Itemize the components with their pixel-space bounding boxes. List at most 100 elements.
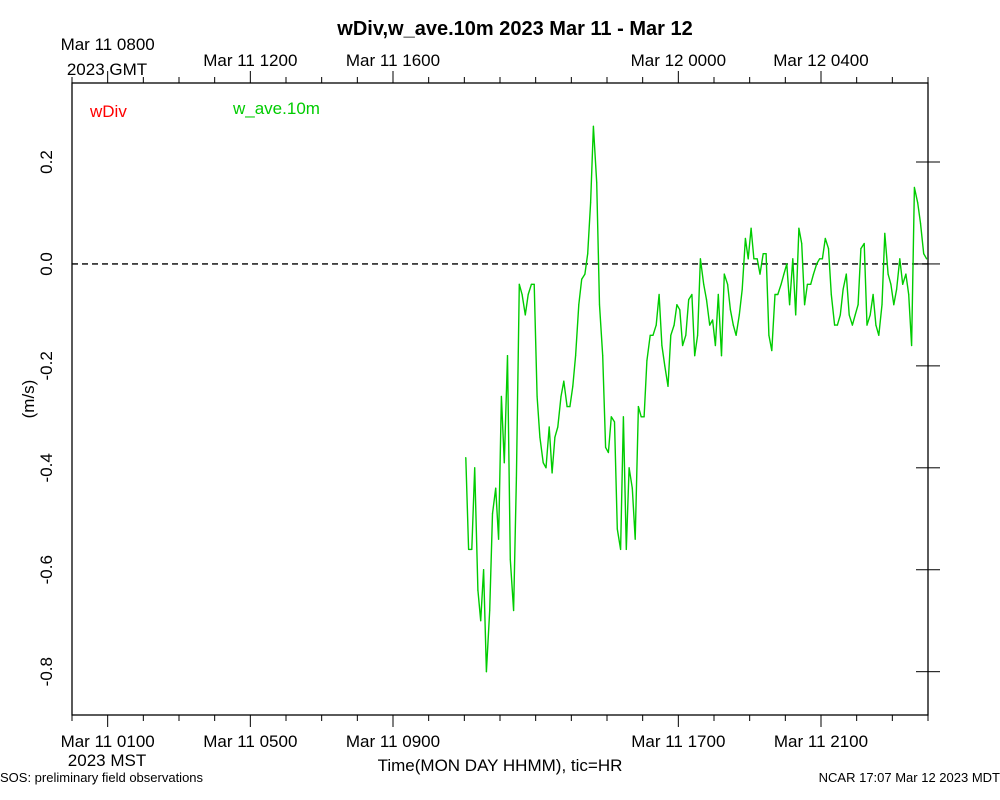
data-point [869,314,871,316]
data-point [735,334,737,336]
data-point [616,528,618,530]
x-tick-label-top: Mar 12 0400 [773,51,868,70]
data-point [587,253,589,255]
data-point [732,324,734,326]
data-point [753,258,755,260]
legend-w-ave-10m: w_ave.10m [232,99,320,118]
data-point [711,319,714,321]
data-point [759,273,761,275]
data-point [812,273,815,275]
data-point [625,548,627,550]
data-point [495,487,497,489]
x-axis-ticks: Mar 11 0100 Mar 11 0500 Mar 11 0900 Mar 11 … [61,35,929,751]
data-point [572,385,574,387]
data-point [652,334,654,336]
data-point [810,283,812,285]
chart-title: wDiv,w_ave.10m 2023 Mar 11 - Mar 12 [336,18,692,40]
data-point [696,334,699,336]
data-point [491,513,494,515]
data-point [628,467,630,469]
data-point [801,242,803,245]
data-point [676,304,678,306]
data-point [795,314,797,316]
data-point [854,314,856,316]
data-point [578,304,580,306]
x-tick-label-top: Mar 11 1200 [203,51,297,70]
data-point [691,293,693,296]
legend-wdiv: wDiv [89,102,127,121]
footer-left-note: SOS: preliminary field observations [0,770,204,785]
data-point [477,589,479,591]
data-point [539,436,541,438]
x-tick-label-bottom: Mar 11 0900 [346,732,440,751]
data-point [468,548,470,550]
data-point [884,232,886,234]
data-point [878,334,880,336]
data-point [887,273,889,275]
data-point [542,462,544,464]
x-axis-label: Time(MON DAY HHMM), tic=HR [378,756,623,775]
data-point [515,477,518,479]
data-point [619,548,622,550]
x-tick-label-top: Mar 12 0000 [631,51,726,70]
data-point [723,273,725,275]
data-point [908,293,910,296]
data-point [803,304,806,306]
x-tick-label-top: Mar 11 0800 [61,35,155,54]
data-point [806,283,809,285]
data-point [792,258,794,260]
data-point [557,426,559,428]
data-point [747,258,749,260]
x-tick-label-bottom: Mar 11 1700 [631,732,725,751]
data-point [631,487,633,489]
data-point [688,299,690,301]
data-point [667,385,669,387]
data-point [729,309,732,311]
data-point [818,258,821,260]
data-point [521,293,523,296]
data-point [634,538,636,540]
data-point [465,457,467,459]
data-point [699,258,702,260]
data-point [768,334,770,336]
data-point [816,263,818,265]
y-tick-label: 0.0 [37,252,56,276]
data-point [524,314,526,316]
data-point [703,283,705,285]
data-point [765,253,767,255]
data-point [913,186,916,189]
data-point [661,344,663,347]
data-point [485,671,488,673]
data-point [875,324,877,326]
data-point [750,227,752,229]
data-point [923,253,925,255]
data-point [709,324,711,326]
data-point [500,395,503,398]
data-point [512,609,515,612]
bottom-axis-corner-label: 2023 MST [68,751,146,770]
data-point [554,436,556,438]
data-point [872,293,874,296]
data-point [839,314,841,316]
data-point [533,283,535,285]
data-point [910,344,913,347]
data-point [497,538,500,540]
data-point [673,324,675,326]
data-point [527,293,529,296]
data-point [783,273,785,275]
data-point [518,283,520,285]
series-group [465,125,928,673]
data-point [655,324,657,326]
data-point [789,304,791,306]
y-tick-label: -0.8 [37,657,56,686]
data-point [670,334,672,336]
x-tick-label-top: Mar 11 1600 [346,51,440,70]
data-point [685,334,687,336]
data-point [726,283,729,285]
data-point [566,406,568,408]
data-point [917,202,919,204]
data-point [604,446,607,449]
data-point [530,283,532,285]
data-point [738,314,740,316]
